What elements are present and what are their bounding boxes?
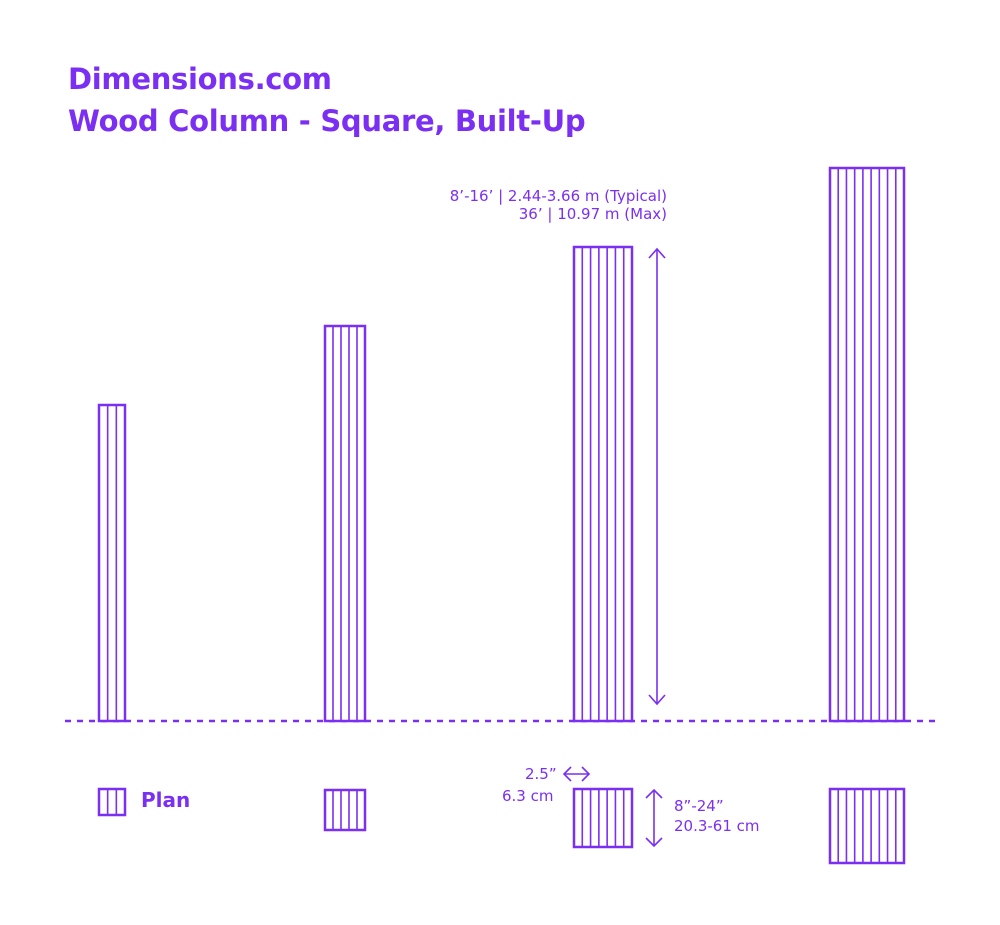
strip-width-arrow-icon [562,766,591,782]
column-width-arrow-icon [645,788,663,848]
strip-width-cm-label: 6.3 cm [502,787,554,805]
height-max-label: 36’ | 10.97 m (Max) [518,205,667,223]
column-elevation-3 [572,245,634,723]
column-elevation-2 [323,324,367,723]
strip-width-in-label: 2.5” [525,765,557,783]
column-plan-3 [572,787,634,849]
column-elevation-4 [828,166,906,723]
column-elevation-1 [97,403,127,723]
column-width-in-label: 8”-24” [674,797,724,815]
page-title: Wood Column - Square, Built-Up [68,104,586,138]
height-arrow-icon [648,247,666,706]
column-width-cm-label: 20.3-61 cm [674,817,760,835]
column-plan-2 [323,788,367,832]
height-typical-label: 8’-16’ | 2.44-3.66 m (Typical) [449,187,667,205]
plan-legend-icon [97,787,127,817]
column-plan-4 [828,787,906,865]
columns [97,166,906,865]
plan-label: Plan [141,788,191,812]
brand-title: Dimensions.com [68,62,332,96]
